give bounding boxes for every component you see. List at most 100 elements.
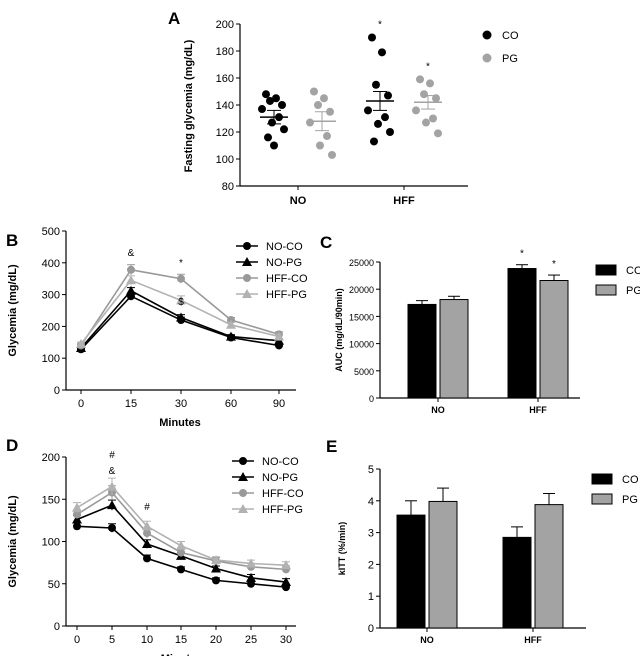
y-tick-label: 3 [368,528,374,540]
data-point [426,79,434,88]
data-point [268,118,276,127]
data-point [177,548,185,557]
data-point [272,94,280,103]
data-point [316,141,324,150]
panel-label: D [6,436,18,455]
data-point [429,114,437,123]
legend-label: NO-PG [266,257,302,269]
y-tick-label: 400 [42,258,60,270]
data-point [176,312,186,322]
legend-label: HFF-CO [266,273,308,285]
significance-annotation: & [109,466,116,477]
bar [539,279,569,399]
y-tick-label: 180 [216,46,234,58]
legend-label: PG [626,285,640,297]
data-point [422,118,430,127]
x-tick-label: 30 [175,398,187,410]
y-tick-label: 100 [216,154,234,166]
data-point [262,90,270,99]
y-tick-label: 0 [54,621,60,633]
y-tick-label: 160 [216,73,234,85]
significance-annotation: # [144,502,150,513]
legend-marker [242,289,252,298]
y-tick-label: 50 [48,579,60,591]
y-tick-label: 15000 [349,312,374,322]
data-point [368,33,376,42]
data-point [226,319,236,329]
panel-c: C 0 5000 10000 15000 20000 25000 AUC (mg/dL/90m… [320,233,640,415]
legend-label: NO-CO [262,456,299,468]
y-tick-label: 200 [42,321,60,333]
legend-marker [239,489,247,497]
legend-label: PG [502,53,518,65]
significance-annotation: * [552,259,556,270]
y-axis-label: Fasting glycemia (mg/dL) [183,39,195,172]
data-point [386,128,394,136]
y-tick-label: 100 [42,537,60,549]
panel-b: B 0 100 200 300 400 500 Glycemia (mg/dL) 0 15 30 60… [6,226,308,429]
data-point [177,274,185,283]
legend-marker [482,30,492,40]
y-tick-label: 200 [42,452,60,464]
legend-marker [242,257,252,266]
x-tick-label: 10 [141,634,153,646]
y-tick-label: 0 [368,623,374,635]
data-point [270,141,278,150]
y-axis-label: Glycemia (mg/dL) [7,264,19,357]
legend-swatch [591,493,613,505]
legend-marker [238,504,248,513]
data-point [306,118,314,127]
data-point [107,500,117,510]
bar [507,268,537,399]
legend-marker [238,472,248,481]
y-axis-label: Glycemia (mg/dL) [7,495,19,588]
bar [439,299,469,399]
significance-annotation: * [426,61,430,72]
data-point [246,558,256,568]
data-point [126,285,136,295]
legend-label: HFF-CO [262,488,304,500]
data-point [72,514,82,524]
y-axis-label: AUC (mg/dL/90min) [334,288,344,372]
data-point [176,540,186,550]
legend-label: CO [502,30,519,42]
data-point [211,563,221,573]
y-tick-label: 10000 [349,340,374,350]
data-point [266,96,274,105]
y-tick-label: 2 [368,559,374,571]
data-point [434,129,442,138]
y-tick-label: 1 [368,591,374,603]
x-tick-label: NO [431,405,445,415]
data-point [107,481,117,491]
data-point [320,94,328,103]
data-point [281,577,291,587]
panel-label: A [168,9,180,28]
significance-annotation: * [378,20,382,31]
data-point [108,523,116,532]
y-tick-label: 100 [42,353,60,365]
x-tick-label: HFF [529,405,547,415]
significance-annotation: * [520,249,524,260]
x-tick-label: 0 [78,398,84,410]
data-point [264,133,272,142]
data-point [72,502,82,512]
data-point [177,565,185,574]
bar [407,303,437,399]
data-point [176,295,186,305]
x-tick-label: HFF [393,195,415,207]
legend-swatch [591,473,613,485]
y-tick-label: 80 [222,181,234,193]
data-point [328,150,336,159]
legend-label: HFF-PG [266,289,307,301]
legend-marker [239,457,247,465]
y-tick-label: 0 [54,385,60,397]
y-tick-label: 25000 [349,258,374,268]
series-line [80,279,280,345]
y-tick-label: 20000 [349,285,374,295]
data-point [73,522,81,531]
x-axis-label: Minutes [161,653,203,656]
bar [428,500,458,629]
x-tick-label: 30 [280,634,292,646]
data-point [323,132,331,141]
legend-marker [243,242,251,250]
